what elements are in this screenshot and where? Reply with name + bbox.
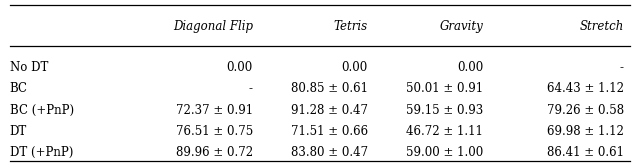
Text: Tetris: Tetris (334, 20, 368, 33)
Text: 80.85 ± 0.61: 80.85 ± 0.61 (291, 82, 368, 95)
Text: No DT: No DT (10, 61, 48, 74)
Text: 83.80 ± 0.47: 83.80 ± 0.47 (291, 146, 368, 159)
Text: DT: DT (10, 125, 27, 138)
Text: -: - (620, 61, 624, 74)
Text: Diagonal Flip: Diagonal Flip (173, 20, 253, 33)
Text: BC (+PnP): BC (+PnP) (10, 104, 74, 117)
Text: 0.00: 0.00 (227, 61, 253, 74)
Text: 64.43 ± 1.12: 64.43 ± 1.12 (547, 82, 624, 95)
Text: 0.00: 0.00 (457, 61, 483, 74)
Text: 59.15 ± 0.93: 59.15 ± 0.93 (406, 104, 483, 117)
Text: 86.41 ± 0.61: 86.41 ± 0.61 (547, 146, 624, 159)
Text: 59.00 ± 1.00: 59.00 ± 1.00 (406, 146, 483, 159)
Text: 91.28 ± 0.47: 91.28 ± 0.47 (291, 104, 368, 117)
Text: Stretch: Stretch (580, 20, 624, 33)
Text: 89.96 ± 0.72: 89.96 ± 0.72 (175, 146, 253, 159)
Text: BC: BC (10, 82, 28, 95)
Text: Gravity: Gravity (440, 20, 483, 33)
Text: 76.51 ± 0.75: 76.51 ± 0.75 (175, 125, 253, 138)
Text: -: - (249, 82, 253, 95)
Text: 50.01 ± 0.91: 50.01 ± 0.91 (406, 82, 483, 95)
Text: 72.37 ± 0.91: 72.37 ± 0.91 (175, 104, 253, 117)
Text: 71.51 ± 0.66: 71.51 ± 0.66 (291, 125, 368, 138)
Text: 69.98 ± 1.12: 69.98 ± 1.12 (547, 125, 624, 138)
Text: 79.26 ± 0.58: 79.26 ± 0.58 (547, 104, 624, 117)
Text: 46.72 ± 1.11: 46.72 ± 1.11 (406, 125, 483, 138)
Text: DT (+PnP): DT (+PnP) (10, 146, 73, 159)
Text: 0.00: 0.00 (342, 61, 368, 74)
